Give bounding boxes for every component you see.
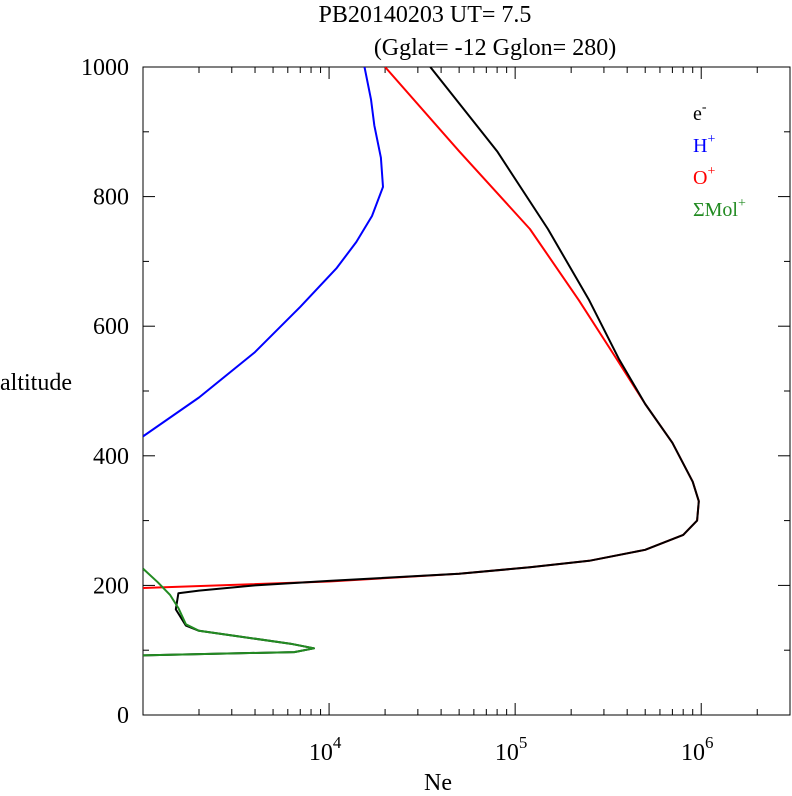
series-line-mol_plus [143, 567, 315, 657]
chart-title: PB20140203 UT= 7.5 [319, 2, 532, 28]
legend-entry: ΣMol+ [693, 196, 746, 221]
series-line-e_minus [143, 67, 700, 657]
plot-layer: 0 200 400 600 800 1000 104 105 106 e- H+ O+ ΣMol+ [81, 55, 791, 766]
y-tick-label: 600 [93, 314, 129, 340]
x-tick-label: 105 [495, 733, 528, 766]
y-tick-label: 400 [93, 444, 129, 470]
chart-subtitle: (Gglat= -12 Gglon= 280) [374, 35, 616, 61]
y-tick-label: 800 [93, 185, 129, 211]
series-line-h_plus [143, 67, 384, 438]
x-axis-label: Ne [424, 770, 452, 796]
series-line-o_plus [143, 67, 700, 589]
x-tick-label: 104 [309, 733, 342, 766]
plot-frame [142, 66, 791, 716]
y-tick-label: 1000 [81, 55, 129, 81]
y-tick-label: 200 [93, 573, 129, 599]
x-tick-label: 106 [681, 733, 714, 766]
y-tick-label: 0 [117, 703, 129, 729]
legend-entry: e- [693, 100, 707, 125]
legend-entry: H+ [693, 132, 715, 157]
legend-entry: O+ [693, 164, 715, 189]
y-axis-label: altitude [0, 370, 72, 396]
